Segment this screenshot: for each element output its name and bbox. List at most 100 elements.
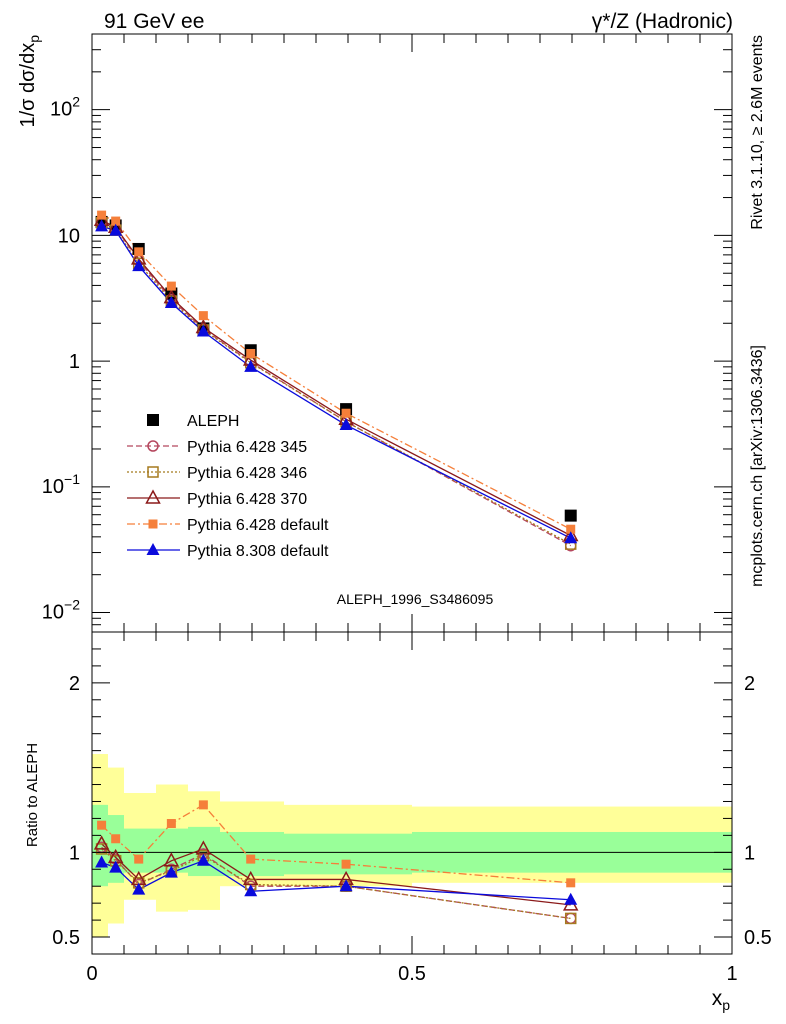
ratio-point-pythia-6-428-default xyxy=(566,878,576,888)
main-y-tick-label-exp: −1 xyxy=(64,471,80,487)
legend-label: Pythia 6.428 345 xyxy=(187,439,307,456)
legend-marker xyxy=(145,489,161,504)
point-pythia-8-308-default xyxy=(164,295,178,308)
ratio-y-tick-label: 1 xyxy=(69,842,80,864)
ratio-line-pythia-6-428-default xyxy=(101,804,571,884)
main-y-label-main: 1/σ dσ/dx xyxy=(17,43,39,128)
point-pythia-6-428-default xyxy=(97,210,107,220)
series-line-pythia-6-428-370 xyxy=(101,219,572,537)
watermark-label: ALEPH_1996_S3486095 xyxy=(337,591,494,607)
point-pythia-6-428-default xyxy=(198,311,208,321)
point-pythia-8-308-default xyxy=(132,259,146,272)
header-left: 91 GeV ee xyxy=(104,10,204,33)
ratio-point-pythia-6-428-370 xyxy=(93,835,110,850)
x-tick-label: 0 xyxy=(86,963,97,985)
mcplots-label: mcplots.cern.ch [arXiv:1306.3436] xyxy=(749,345,766,587)
ratio-point-pythia-8-308-default xyxy=(132,882,146,895)
main-y-label-sub: p xyxy=(26,35,42,43)
legend-label: Pythia 8.308 default xyxy=(187,543,329,560)
main-y-tick-label-exp: 2 xyxy=(72,94,80,110)
point-pythia-6-428-default xyxy=(566,524,576,534)
main-y-tick-label: 10 xyxy=(58,225,80,247)
point-pythia-8-308-default xyxy=(564,531,578,544)
main-y-tick-label-exp: −2 xyxy=(64,597,80,613)
main-y-tick-label: 1 xyxy=(69,351,80,373)
ratio-point-pythia-6-428-default xyxy=(166,819,176,829)
main-y-tick-label: 10−1 xyxy=(42,471,80,498)
legend-item-pythia-8-308-default: Pythia 8.308 default xyxy=(127,543,329,560)
ratio-y-tick-label: 2 xyxy=(69,673,80,695)
ratio-point-pythia-6-428-default xyxy=(198,800,208,810)
main-y-tick-label-base: 10 xyxy=(42,602,64,624)
main-y-tick-label: 102 xyxy=(50,94,80,121)
legend: ALEPH Pythia 6.428 345 Pythia 6.428 346 Pyt… xyxy=(127,413,329,560)
legend-item-pythia-6-428-370: Pythia 6.428 370 xyxy=(127,489,307,508)
point-pythia-8-308-default xyxy=(244,359,258,372)
ratio-point-pythia-8-308-default xyxy=(109,860,123,873)
legend-label: ALEPH xyxy=(187,413,239,430)
point-pythia-8-308-default xyxy=(95,219,109,232)
ratio-y-tick-label-right: 1 xyxy=(744,842,755,864)
ratio-point-pythia-8-308-default xyxy=(196,853,210,866)
point-pythia-8-308-default xyxy=(196,324,210,337)
ratio-point-pythia-8-308-default xyxy=(339,879,353,892)
header-right: γ*/Z (Hadronic) xyxy=(592,10,733,33)
ratio-y-label: Ratio to ALEPH xyxy=(24,743,41,847)
x-axis-label-sub: p xyxy=(722,997,730,1013)
ratio-point-pythia-8-308-default xyxy=(95,855,109,868)
point-pythia-6-428-default xyxy=(246,348,256,358)
ratio-y-tick-label-right: 2 xyxy=(744,673,755,695)
rivet-label: Rivet 3.1.10, ≥ 2.6M events xyxy=(749,35,766,230)
ratio-series-markers xyxy=(93,800,579,925)
ratio-point-pythia-6-428-default xyxy=(246,854,256,864)
ratio-point-pythia-8-308-default xyxy=(564,892,578,905)
x-axis-label: xp xyxy=(712,987,731,1013)
x-tick-label: 0.5 xyxy=(398,963,426,985)
x-axis: 0 0.5 1 xyxy=(86,632,738,985)
legend-marker xyxy=(146,543,160,555)
point-aleph xyxy=(564,509,577,522)
ratio-point-pythia-6-428-default xyxy=(341,859,351,869)
legend-marker xyxy=(147,466,159,478)
main-series-markers xyxy=(93,210,579,552)
legend-marker xyxy=(147,440,159,452)
series-line-pythia-6-428-345 xyxy=(101,220,572,547)
legend-label: Pythia 6.428 default xyxy=(187,517,329,534)
ratio-point-pythia-6-428-default xyxy=(111,834,121,844)
point-pythia-8-308-default xyxy=(109,223,123,236)
point-pythia-6-428-default xyxy=(166,281,176,291)
legend-item-pythia-6-428-default: Pythia 6.428 default xyxy=(127,517,329,534)
legend-item-pythia-6-428-345: Pythia 6.428 345 xyxy=(127,439,307,456)
point-pythia-6-428-default xyxy=(111,216,121,226)
main-series-lines xyxy=(101,214,572,547)
point-pythia-6-428-default xyxy=(341,408,351,418)
series-line-pythia-6-428-default xyxy=(101,214,572,530)
main-y-label: 1/σ dσ/dxp xyxy=(17,35,42,128)
legend-item-pythia-6-428-346: Pythia 6.428 346 xyxy=(127,465,307,482)
ratio-y-tick-label-right: 0.5 xyxy=(744,927,772,949)
series-line-pythia-6-428-346 xyxy=(101,222,572,545)
legend-marker xyxy=(147,414,159,426)
legend-item-aleph: ALEPH xyxy=(147,413,239,430)
main-y-tick-label-base: 10 xyxy=(50,99,72,121)
main-y-tick-label-base: 10 xyxy=(42,476,64,498)
ratio-y-tick-label: 0.5 xyxy=(52,927,80,949)
point-pythia-8-308-default xyxy=(339,418,353,431)
legend-label: Pythia 6.428 346 xyxy=(187,465,307,482)
ratio-point-pythia-8-308-default xyxy=(164,865,178,878)
point-pythia-6-428-default xyxy=(134,247,144,257)
ratio-panel: 0.5 0.5 1 1 2 2 0 0.5 1 Ratio to ALEPH xyxy=(24,631,772,985)
uncertainty-bands xyxy=(92,754,732,938)
series-line-pythia-8-308-default xyxy=(101,225,572,539)
ratio-point-pythia-6-428-default xyxy=(97,820,107,830)
main-x-axis-ticks xyxy=(91,34,733,632)
ratio-point-pythia-6-428-346 xyxy=(564,912,577,925)
legend-marker xyxy=(148,519,158,529)
ratio-y-axis: 0.5 0.5 1 1 2 2 xyxy=(52,631,772,955)
main-y-tick-label: 10−2 xyxy=(42,597,80,624)
ratio-point-pythia-6-428-default xyxy=(134,854,144,864)
band-inner xyxy=(220,831,284,877)
